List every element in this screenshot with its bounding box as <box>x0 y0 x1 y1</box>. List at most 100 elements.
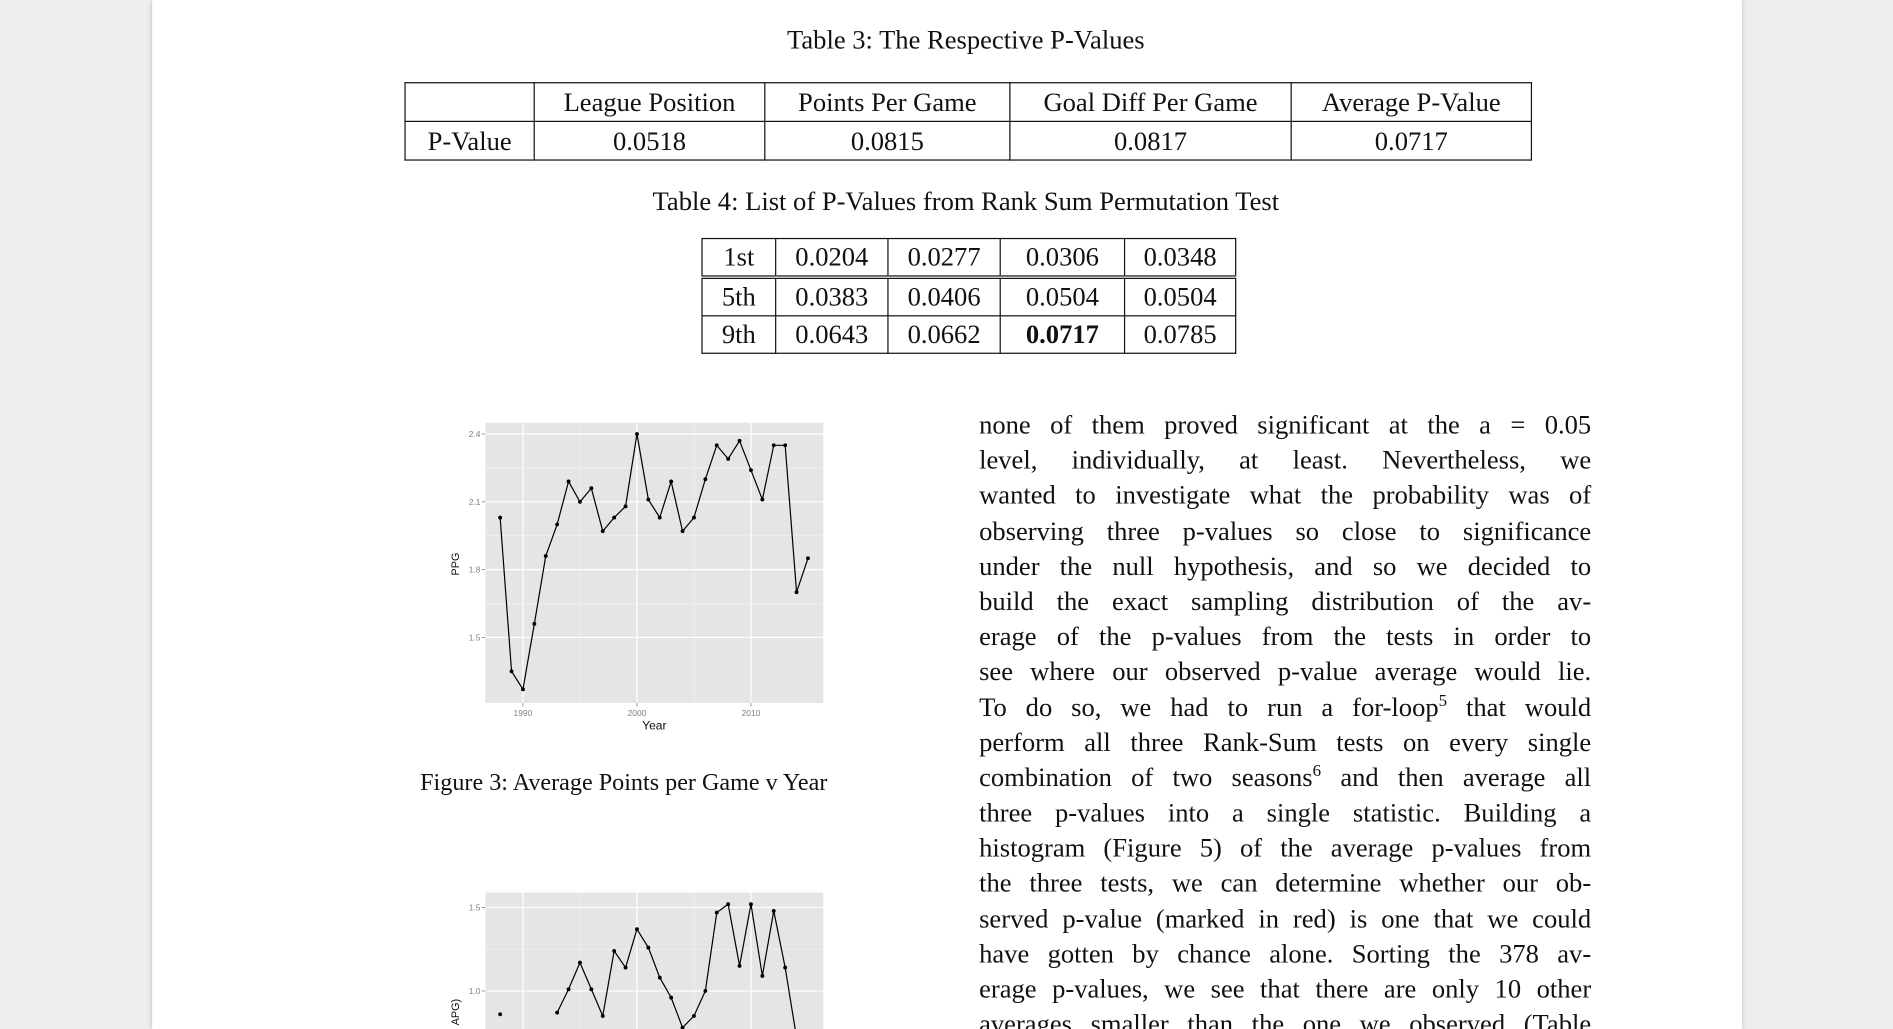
data-point <box>737 963 742 968</box>
header-cell: Goal Diff Per Game <box>1009 82 1292 122</box>
header-cell: Average P-Value <box>1290 82 1533 122</box>
data-point <box>703 477 708 482</box>
text-line: averages smaller than the one we observe… <box>979 1008 1592 1029</box>
y-tick-label: 1.8 <box>469 565 481 575</box>
data-line <box>499 433 809 692</box>
data-point <box>657 515 662 520</box>
text-line: three p-values into a single statistic. … <box>979 797 1592 828</box>
data-point <box>543 554 548 558</box>
data-point <box>578 960 582 965</box>
data-point <box>692 1014 696 1018</box>
data-point <box>680 1025 685 1029</box>
value-cell: 0.0204 <box>775 237 889 279</box>
data-point <box>612 515 617 520</box>
value-cell: 0.0518 <box>533 120 766 161</box>
y-tick-label: 1.0 <box>469 986 481 996</box>
data-point <box>714 443 719 448</box>
table-row: 5th 0.0383 0.0406 0.0504 0.0504 <box>701 276 1237 317</box>
data-point <box>623 965 628 970</box>
x-tick-label: 1990 <box>514 708 533 718</box>
data-point <box>703 988 708 993</box>
table-row: 1st 0.0204 0.0277 0.0306 0.0348 <box>701 237 1237 279</box>
data-point <box>760 973 765 978</box>
table-row: 9th 0.0643 0.0662 0.0717 0.0785 <box>701 315 1237 354</box>
data-point <box>600 529 605 534</box>
value-cell: 0.0643 <box>775 315 889 354</box>
data-point <box>532 621 537 626</box>
table-caption: Table 4: List of P-Values from Rank Sum … <box>652 185 1280 217</box>
y-tick-label: 2.4 <box>469 429 481 439</box>
data-point <box>589 987 594 992</box>
x-tick-label: 2010 <box>742 708 761 718</box>
text-line: To do so, we had to run a for-loop5 that… <box>979 689 1591 724</box>
data-point <box>806 556 810 561</box>
figure-caption: Figure 3: Average Points per Game v Year <box>420 769 828 796</box>
paper-page <box>152 0 1743 1029</box>
data-point <box>498 515 503 520</box>
text-line: wanted to investigate what the probabili… <box>979 479 1592 511</box>
y-axis-title: APG) <box>450 999 462 1026</box>
data-point <box>771 443 776 448</box>
data-point <box>589 486 594 491</box>
text-line: have gotten by chance alone. Sorting the… <box>979 938 1592 969</box>
text-line: histogram (Figure 5) of the average p-va… <box>979 832 1592 863</box>
table: 1st 0.0204 0.0277 0.0306 0.0348 5th 0.0383 0.04… <box>701 237 1237 354</box>
data-point <box>566 479 571 484</box>
text-line: observing three p-values so close to sig… <box>979 515 1592 546</box>
value-cell: 0.0348 <box>1123 237 1237 279</box>
text-line: build the exact sampling distribution of… <box>979 585 1592 616</box>
value-cell: 0.0504 <box>1123 276 1237 317</box>
data-point <box>635 927 639 932</box>
data-point <box>612 948 617 953</box>
text: that would <box>1447 691 1592 722</box>
data-point <box>555 522 560 527</box>
data-point <box>657 975 662 980</box>
x-axis-title: Year <box>642 718 666 732</box>
data-point <box>509 669 514 674</box>
y-tick-label: 2.1 <box>469 497 481 507</box>
text-line: combination of two seasons6 and then ave… <box>979 760 1591 795</box>
text: and then average all <box>1321 761 1592 793</box>
value-cell: 0.0277 <box>887 237 1001 279</box>
text-line: erage of the p-values from the tests in … <box>979 620 1592 652</box>
text-line: under the null hypothesis, and so we dec… <box>979 550 1592 581</box>
data-point <box>669 479 674 484</box>
table-caption: Table 3: The Respective P-Values <box>787 24 1145 55</box>
data-point <box>669 995 674 1000</box>
data-point <box>566 987 571 992</box>
data-point <box>600 1014 605 1018</box>
x-tick-label: 2000 <box>628 708 647 718</box>
header-cell: Points Per Game <box>764 82 1011 122</box>
footnote-mark: 5 <box>1438 692 1448 711</box>
text-line: level, individually, at least. Neverthel… <box>979 444 1592 475</box>
plot-panel <box>485 892 824 1029</box>
data-point <box>714 910 719 915</box>
text: To do so, we had to run a for-loop <box>979 691 1439 722</box>
data-point <box>635 432 639 436</box>
value-cell: 0.0785 <box>1123 315 1237 354</box>
data-point <box>623 504 628 509</box>
data-point <box>578 499 582 504</box>
text-line: none of them proved significant at the a… <box>979 409 1592 440</box>
value-cell: 0.0662 <box>887 315 1001 354</box>
y-tick-label: 1.5 <box>469 632 481 642</box>
data-point <box>692 515 696 520</box>
data-point <box>737 438 742 443</box>
paragraph: none of them proved significant at the a… <box>979 407 1591 1029</box>
data-point <box>749 902 753 907</box>
value-cell: 0.0406 <box>887 276 1001 317</box>
data-line <box>556 903 796 1029</box>
data-point <box>680 529 685 534</box>
row-label: 1st <box>701 237 777 279</box>
plot-panel <box>485 422 824 703</box>
data-point <box>646 945 651 950</box>
y-axis-title: PPG <box>450 553 462 576</box>
data-point <box>726 902 731 907</box>
value-cell: 0.0817 <box>1009 120 1292 161</box>
data-point <box>783 965 788 970</box>
y-tick-label: 1.5 <box>469 903 481 913</box>
value-cell: 0.0383 <box>775 276 889 317</box>
text: combination of two seasons <box>979 761 1313 793</box>
